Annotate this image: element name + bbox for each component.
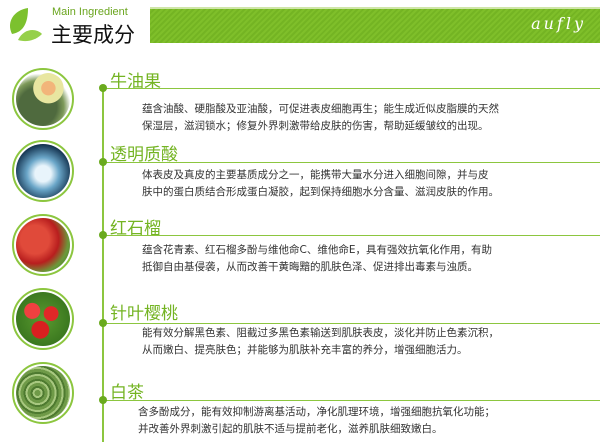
ingredient-title: 红石榴 [110,219,161,239]
ingredient-desc: 蕴含花青素、红石榴多酚与维他命C、维他命E，具有强效抗氧化作用，有助 抵御自由基侵… [142,242,582,276]
desc-line: 含多酚成分，能有效抑制游离基活动，净化肌理环境，增强细胞抗氧化功能； [138,406,495,418]
timeline-dot [99,84,107,92]
timeline-dot [99,396,107,404]
avocado-image [12,68,74,130]
divider [102,400,600,401]
ingredient-desc: 能有效分解黑色素、阻截过多黑色素输送到肌肤表皮，淡化并防止色素沉积， 从而嫩白、提… [142,325,582,359]
divider [102,162,600,163]
desc-line: 体表皮及真皮的主要基质成分之一，能携带大量水分进入细胞间隙，并与皮 [142,169,489,181]
desc-line: 并改善外界刺激引起的肌肤不适与提前老化，滋养肌肤细致嫩白。 [138,423,443,435]
timeline-line [102,88,104,442]
pomegranate-image [12,214,74,276]
ingredient-title: 透明质酸 [110,145,178,165]
timeline-dot [99,319,107,327]
leaf-logo-icon [9,8,42,42]
acerola-cherry-image [12,288,74,350]
ingredient-desc: 含多酚成分，能有效抑制游离基活动，净化肌理环境，增强细胞抗氧化功能； 并改善外界刺… [138,404,578,438]
timeline-dot [99,231,107,239]
timeline-dot [99,158,107,166]
water-splash-image [12,140,74,202]
ingredient-title: 针叶樱桃 [110,304,178,324]
desc-line: 保湿层，滋润锁水；修复外界刺激带给皮肤的伤害，帮助延缓皱纹的出现。 [142,120,489,132]
desc-line: 蕴含花青素、红石榴多酚与维他命C、维他命E，具有强效抗氧化作用，有助 [142,244,492,256]
header-banner: aufly [150,7,600,43]
divider [102,235,600,236]
ingredient-desc: 体表皮及真皮的主要基质成分之一，能携带大量水分进入细胞间隙，并与皮 肤中的蛋白质结… [142,167,582,201]
divider [102,323,600,324]
desc-line: 能有效分解黑色素、阻截过多黑色素输送到肌肤表皮，淡化并防止色素沉积， [142,327,499,339]
subtitle-en: Main Ingredient [52,6,128,18]
desc-line: 蕴含油酸、硬脂酸及亚油酸，可促进表皮细胞再生；能生成近似皮脂膜的天然 [142,103,499,115]
ingredient-title: 白茶 [110,383,144,403]
brand-logo: aufly [531,14,586,33]
desc-line: 抵御自由基侵袭，从而改善干黄晦黯的肌肤色泽、促进排出毒素与浊质。 [142,261,478,273]
divider [102,88,600,89]
desc-line: 从而嫩白、提亮肤色；并能够为肌肤补充丰富的养分，增强细胞活力。 [142,344,468,356]
desc-line: 肤中的蛋白质结合形成蛋白凝胶，起到保持细胞水分含量、滋润皮肤的作用。 [142,186,499,198]
ingredient-desc: 蕴含油酸、硬脂酸及亚油酸，可促进表皮细胞再生；能生成近似皮脂膜的天然 保湿层，滋润… [142,101,582,135]
page-title: 主要成分 [51,23,135,47]
ingredient-title: 牛油果 [110,72,161,92]
white-tea-image [12,362,74,424]
